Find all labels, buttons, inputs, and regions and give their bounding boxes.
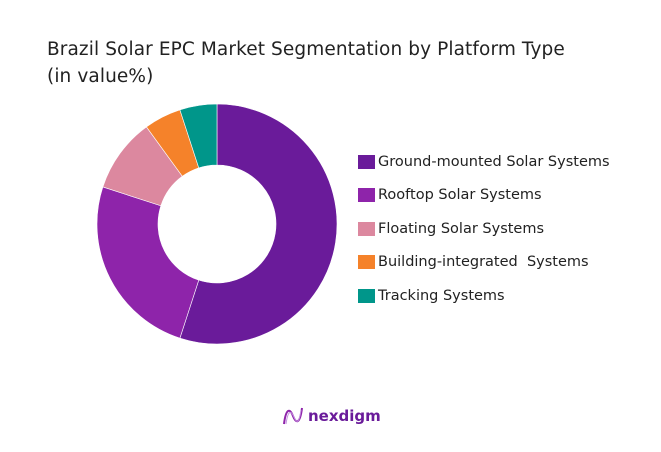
legend-label: Floating Solar Systems <box>378 220 545 237</box>
legend-label: Building-integrated Systems <box>378 254 589 271</box>
legend-swatch <box>358 255 375 270</box>
legend-label: Tracking Systems <box>378 287 505 304</box>
nexdigm-wave-icon <box>283 407 303 425</box>
legend-swatch <box>358 154 375 169</box>
donut-chart <box>96 103 338 345</box>
legend-item-rooftop: Rooftop Solar Systems <box>358 179 610 213</box>
legend-item-ground-mounted: Ground-mounted Solar Systems <box>358 145 610 179</box>
legend-item-floating: Floating Solar Systems <box>358 212 610 246</box>
chart-title-line2: (in value%) <box>47 66 154 87</box>
legend-swatch <box>358 221 375 236</box>
logo-text: nexdigm <box>308 407 381 425</box>
chart-title: Brazil Solar EPC Market Segmentation by … <box>47 36 565 90</box>
chart-legend: Ground-mounted Solar Systems Rooftop Sol… <box>358 145 610 313</box>
legend-swatch <box>358 188 375 203</box>
donut-slice-tracking-systems <box>179 103 218 169</box>
chart-title-line1: Brazil Solar EPC Market Segmentation by … <box>47 39 565 60</box>
legend-item-building-integrated: Building-integrated Systems <box>358 246 610 280</box>
donut-slice-rooftop-solar-systems <box>96 186 200 339</box>
legend-swatch <box>358 288 375 303</box>
legend-label: Rooftop Solar Systems <box>378 187 542 204</box>
legend-item-tracking: Tracking Systems <box>358 279 610 313</box>
donut-slice-ground-mounted-solar-systems <box>179 103 338 345</box>
legend-label: Ground-mounted Solar Systems <box>378 153 610 170</box>
nexdigm-logo: nexdigm <box>282 406 381 426</box>
